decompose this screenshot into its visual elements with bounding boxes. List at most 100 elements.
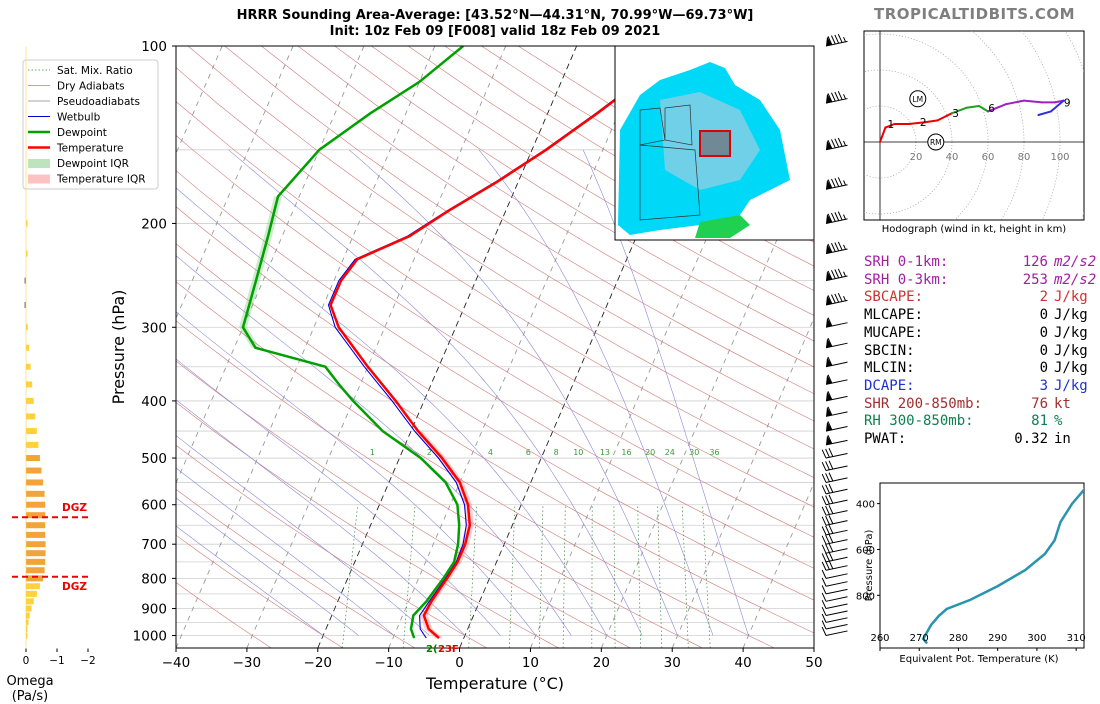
hodograph-frame	[864, 31, 1084, 220]
wind-barb-flag	[831, 139, 835, 148]
y-tick-label: 200	[141, 216, 167, 232]
wind-barb-flag	[822, 506, 826, 515]
wind-barb-flag	[826, 461, 830, 470]
theta-e-x-tick-label: 300	[1027, 633, 1046, 644]
stat-unit: m2/s2	[1048, 272, 1096, 290]
wind-barb-flag	[831, 92, 835, 101]
legend-swatch	[28, 159, 50, 168]
omega-bar	[26, 532, 45, 538]
pseudoadiabat-line	[0, 150, 359, 636]
hodograph-height-label: 2	[920, 117, 927, 129]
wind-barb-flag	[829, 484, 833, 493]
wind-barb-shaft	[826, 597, 848, 602]
mixing-ratio-line	[342, 505, 357, 648]
theta-e-x-tick-label: 270	[910, 633, 929, 644]
wind-barb-shaft	[826, 574, 848, 579]
hodograph-ring-label: 60	[982, 152, 995, 163]
pseudoadiabat-line	[0, 150, 394, 636]
wind-barb	[824, 432, 847, 445]
wind-barb-flag	[831, 35, 835, 44]
omega-bar	[26, 502, 45, 508]
wind-barb-flag	[822, 496, 826, 505]
omega-bar	[26, 550, 46, 556]
stat-unit: J/kg	[1048, 360, 1088, 378]
wind-barb-flag	[822, 462, 826, 471]
dgz-label: DGZ	[62, 502, 87, 514]
stat-label: MLCAPE:	[864, 307, 986, 325]
wind-barb	[824, 176, 847, 189]
legend-label: Dry Adiabats	[57, 81, 125, 93]
stat-value: 0.32	[986, 431, 1048, 449]
wind-barb-flag	[835, 212, 839, 221]
wind-barb	[822, 602, 847, 616]
wind-barb-flag	[822, 585, 826, 594]
x-tick-label: 30	[664, 655, 681, 671]
hodograph-ring-label: 40	[946, 152, 959, 163]
theta-e-x-label: Equivalent Pot. Temperature (K)	[899, 654, 1058, 665]
mixing-ratio-label: 13	[600, 448, 610, 457]
wind-barb	[824, 90, 847, 103]
mixing-ratio-label: 10	[573, 448, 583, 457]
wind-barb-flag	[831, 243, 835, 252]
omega-bar	[26, 583, 40, 589]
wind-barb	[824, 267, 847, 280]
isotherm-line	[176, 46, 435, 648]
surface-temp-label: 2(	[426, 644, 438, 655]
wind-barb	[824, 353, 847, 366]
omega-bar	[26, 455, 40, 461]
wind-barb	[822, 609, 847, 623]
mixing-ratio-line	[682, 505, 688, 648]
x-tick-label: 0	[455, 655, 464, 671]
stat-value: 253	[986, 272, 1048, 290]
wind-barb-flag	[826, 544, 830, 553]
mixing-ratio-label: 36	[709, 448, 719, 457]
wind-barb-shaft	[826, 624, 848, 629]
y-tick-label: 900	[141, 602, 167, 618]
wind-barb-flag	[826, 516, 830, 525]
stat-label: SBCAPE:	[864, 289, 986, 307]
wind-barb	[822, 512, 847, 526]
isotherm-line	[318, 46, 577, 648]
pseudoadiabat-line	[134, 150, 607, 636]
wind-barb	[824, 292, 847, 305]
wind-barb-flag	[831, 294, 835, 303]
stat-unit: J/kg	[1048, 378, 1088, 396]
wind-barb-flag	[829, 494, 833, 503]
mixing-ratio-label: 20	[645, 448, 655, 457]
omega-bar	[26, 598, 34, 604]
omega-bar	[26, 479, 43, 485]
wind-barb	[822, 469, 847, 483]
chart-subtitle: Init: 10z Feb 09 [F008] valid 18z Feb 09…	[176, 24, 814, 39]
mixing-ratio-label: 1	[370, 448, 375, 457]
wind-barb-flag	[826, 484, 830, 493]
omega-bar	[26, 613, 30, 619]
omega-bar	[26, 413, 35, 419]
stat-label: SRH 0-1km:	[864, 254, 986, 272]
mixing-ratio-line	[614, 505, 615, 648]
wind-barb-flag	[835, 269, 839, 278]
wind-barb-flag	[838, 241, 842, 250]
brand-watermark: TROPICALTIDBITS.COM	[874, 5, 1075, 23]
mixing-ratio-line	[403, 505, 415, 648]
stat-value: 0	[986, 343, 1048, 361]
stat-unit: J/kg	[1048, 343, 1088, 361]
pseudoadiabat-line	[0, 150, 430, 636]
mixing-ratio-label: 24	[665, 448, 675, 457]
wind-barb	[824, 388, 847, 401]
storm-motion-label: LM	[912, 95, 923, 104]
surface-temp-label-f: 23F	[438, 644, 459, 655]
wind-barb-flag	[822, 577, 826, 586]
wind-barb-flag	[838, 293, 842, 302]
wind-barb-flag	[838, 138, 842, 147]
wind-barb	[822, 445, 847, 459]
y-tick-label: 400	[141, 394, 167, 410]
wind-barb	[824, 210, 847, 223]
stat-unit: J/kg	[1048, 325, 1088, 343]
stat-value: 126	[986, 254, 1048, 272]
wind-barb-flag	[822, 570, 826, 579]
omega-bar	[26, 491, 45, 497]
